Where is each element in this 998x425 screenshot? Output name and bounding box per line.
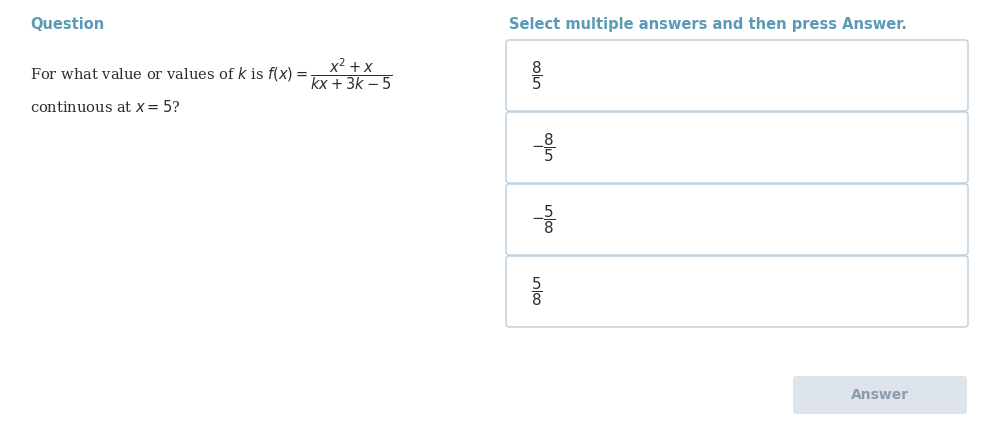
Text: For what value or values of $k$ is $f(x) = \dfrac{x^2 + x}{kx + 3k - 5}$: For what value or values of $k$ is $f(x)… [30,57,392,92]
Text: Question: Question [30,17,104,32]
Text: $-\dfrac{5}{8}$: $-\dfrac{5}{8}$ [531,203,556,236]
Text: Select multiple answers and then press Answer.: Select multiple answers and then press A… [509,17,907,32]
Text: continuous at $x = 5$?: continuous at $x = 5$? [30,99,181,115]
FancyBboxPatch shape [506,40,968,111]
Text: $-\dfrac{8}{5}$: $-\dfrac{8}{5}$ [531,131,556,164]
Text: Answer: Answer [851,388,909,402]
Text: $\dfrac{5}{8}$: $\dfrac{5}{8}$ [531,275,543,308]
FancyBboxPatch shape [506,112,968,183]
FancyBboxPatch shape [506,184,968,255]
Text: $\dfrac{8}{5}$: $\dfrac{8}{5}$ [531,59,543,92]
FancyBboxPatch shape [506,256,968,327]
FancyBboxPatch shape [793,376,967,414]
